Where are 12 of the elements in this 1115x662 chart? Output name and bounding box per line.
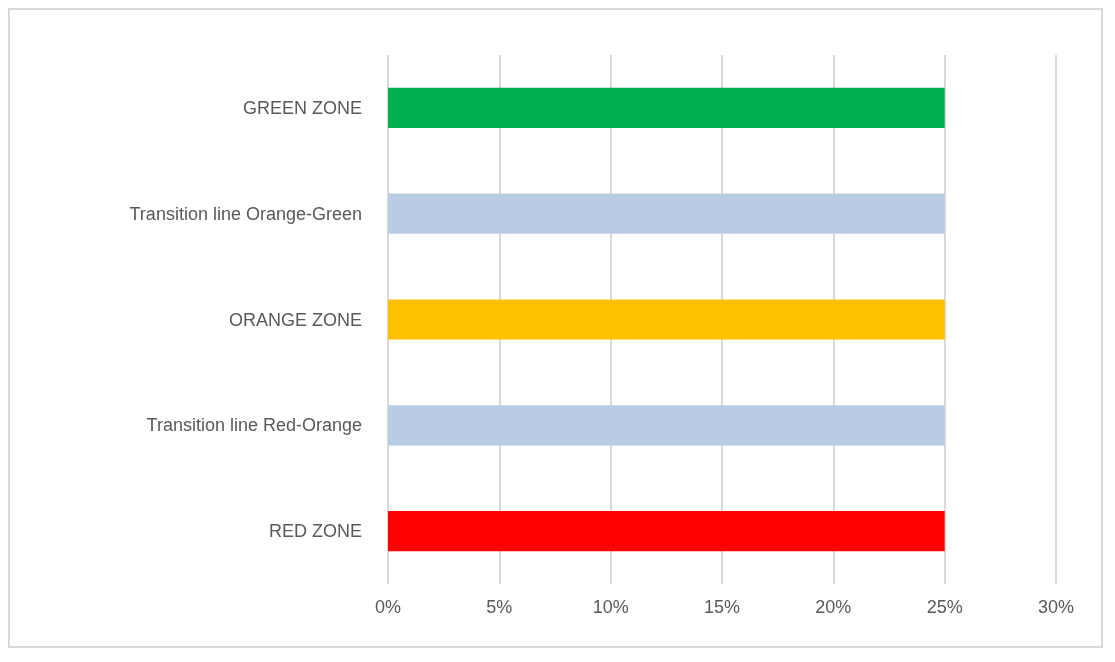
x-tick-label: 5% bbox=[486, 597, 513, 617]
x-tick-label: 20% bbox=[815, 597, 852, 617]
x-tick-label: 30% bbox=[1037, 597, 1075, 617]
x-tick-label: 0% bbox=[374, 597, 402, 617]
y-tick-label: ORANGE ZONE bbox=[228, 309, 362, 330]
y-tick-label: Transition line Orange-Green bbox=[129, 203, 362, 224]
y-tick-label: RED ZONE bbox=[268, 521, 362, 542]
x-tick-label: 25% bbox=[926, 597, 963, 617]
y-tick-label: GREEN ZONE bbox=[242, 97, 362, 118]
x-tick-label: 10% bbox=[592, 597, 629, 617]
y-tick-label: Transition line Red-Orange bbox=[146, 415, 362, 436]
x-tick-label: 15% bbox=[703, 597, 741, 617]
